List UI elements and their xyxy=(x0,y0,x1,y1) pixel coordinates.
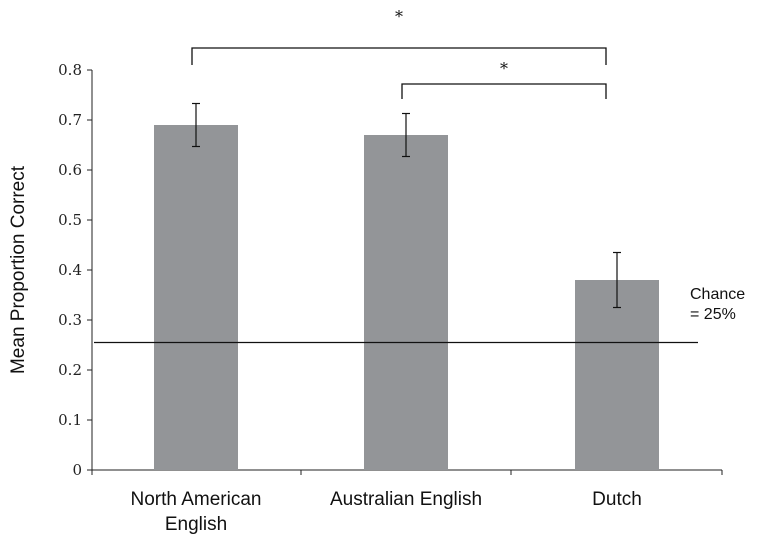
y-tick-label: 0.4 xyxy=(58,261,82,279)
chance-label-line: = 25% xyxy=(690,306,736,323)
x-category-label-line: English xyxy=(165,514,227,535)
y-tick-label: 0.2 xyxy=(58,361,82,379)
y-tick-label: 0 xyxy=(72,461,82,479)
bars xyxy=(154,125,659,470)
x-category-label-line: North American xyxy=(131,489,262,510)
chance-line-group: Chance = 25% xyxy=(94,286,745,344)
significance-brackets: ** xyxy=(191,7,607,99)
y-tick-label: 0.5 xyxy=(58,211,82,229)
y-axis-title: Mean Proportion Correct xyxy=(8,165,29,374)
x-category-label-line: Dutch xyxy=(592,489,642,510)
chance-label-line: Chance xyxy=(690,286,745,303)
x-category-label: North American English xyxy=(131,489,262,535)
significance-star: * xyxy=(500,59,508,78)
bar xyxy=(154,125,238,470)
significance-bracket xyxy=(401,83,607,99)
x-category-label: Dutch xyxy=(592,489,642,510)
x-category-label: Australian English xyxy=(330,489,482,510)
bar xyxy=(575,280,659,470)
y-tick-label: 0.3 xyxy=(58,311,82,329)
bar xyxy=(364,135,448,470)
y-tick-label: 0.7 xyxy=(58,111,82,129)
error-bars xyxy=(192,102,621,309)
y-tick-label: 0.6 xyxy=(58,161,82,179)
significance-bracket xyxy=(191,47,607,65)
chance-label: Chance = 25% xyxy=(690,286,745,323)
significance-star: * xyxy=(395,7,403,26)
y-tick-label: 0.8 xyxy=(58,61,82,79)
x-category-label-line: Australian English xyxy=(330,489,482,510)
y-tick-label: 0.1 xyxy=(58,411,82,429)
y-axis: 0 0.1 0.2 0.3 0.4 0.5 0.6 0.7 0.8 xyxy=(58,61,93,479)
x-axis: North American English Australian English D… xyxy=(91,469,723,535)
